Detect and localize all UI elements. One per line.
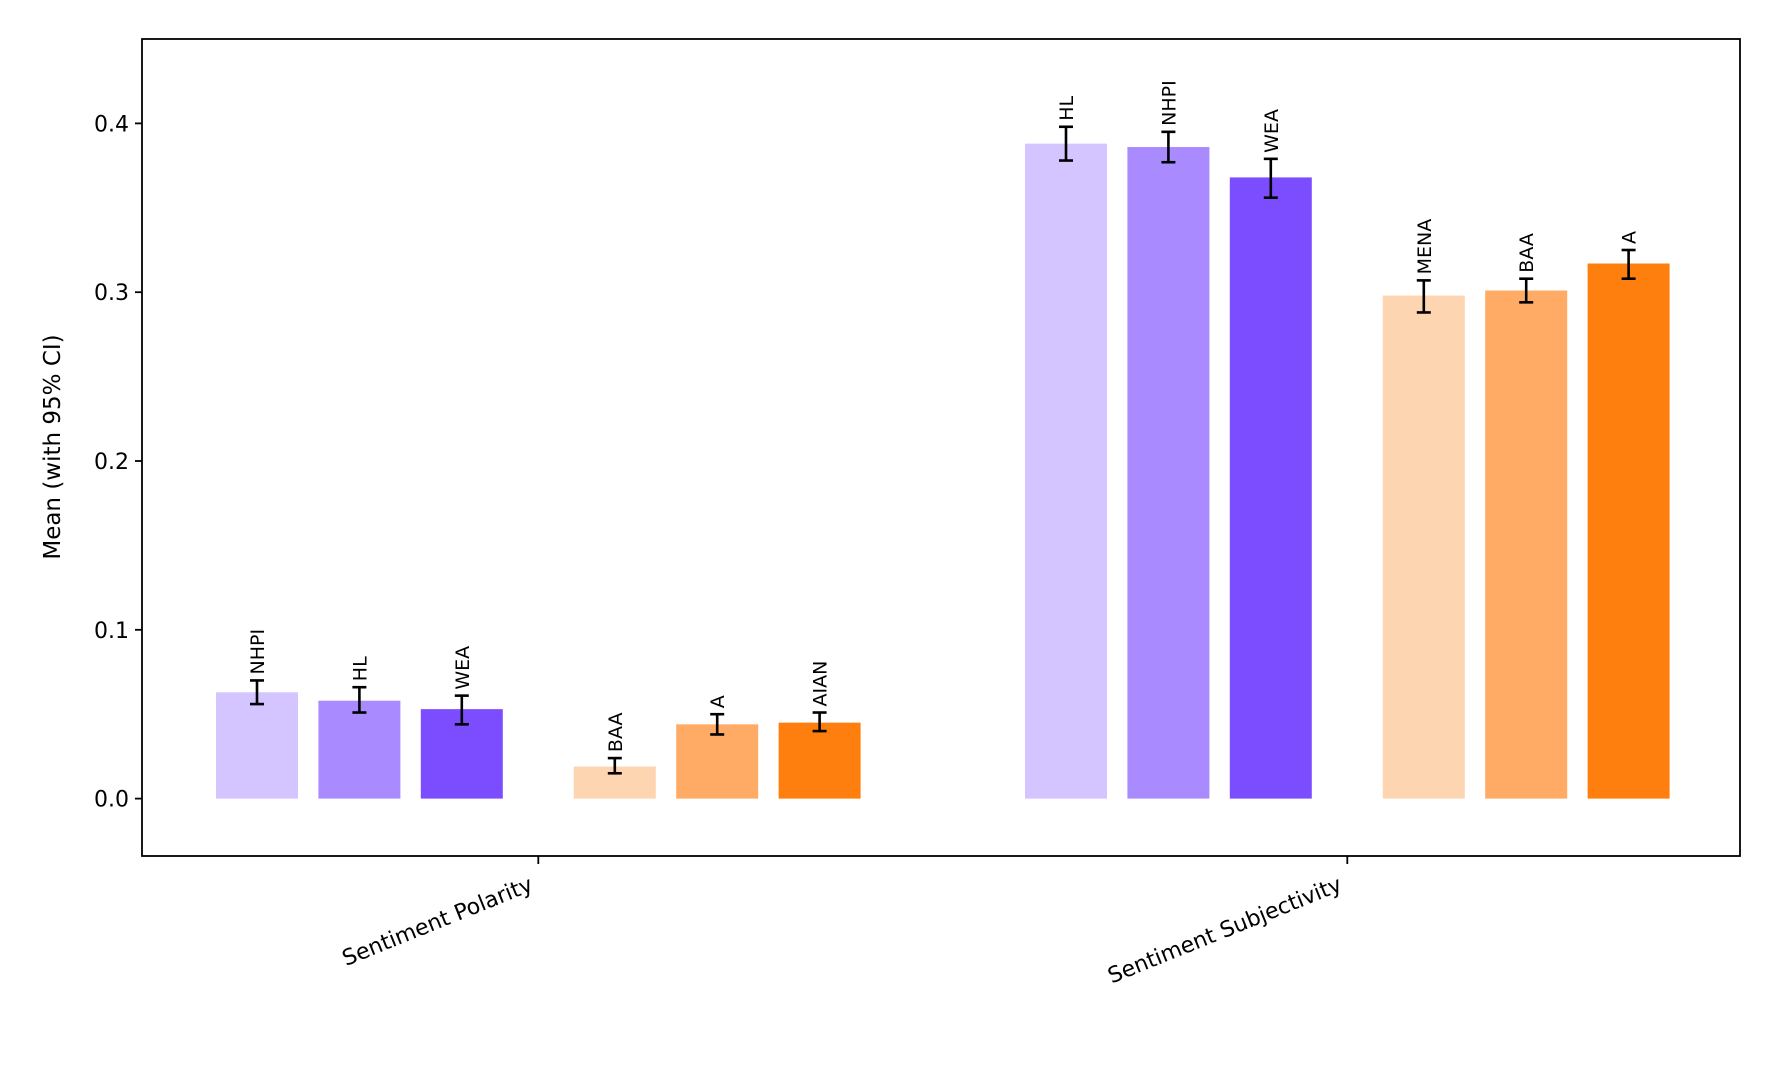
y-axis-title: Mean (with 95% CI) — [40, 334, 66, 559]
bar-label: A — [707, 695, 729, 708]
y-axis: 0.0 0.1 0.2 0.3 0.4 — [94, 112, 142, 813]
bar-label: AIAN — [810, 661, 832, 707]
x-tick-label: Sentiment Polarity — [339, 872, 537, 971]
bar-label: WEA — [1261, 109, 1283, 153]
error-bar — [1621, 248, 1636, 280]
error-bar — [250, 679, 264, 706]
error-bar — [1161, 130, 1176, 164]
error-bar — [1059, 125, 1073, 162]
bar — [1229, 177, 1312, 799]
error-bar — [607, 756, 622, 775]
y-tick-label: 0.4 — [94, 112, 129, 137]
error-bar — [812, 711, 827, 733]
bar-label: MENA — [1414, 219, 1436, 275]
bar — [1025, 143, 1107, 799]
x-axis: Sentiment Polarity Sentiment Subjectivity — [339, 856, 1349, 989]
bar-label: HL — [1056, 95, 1078, 120]
error-bar — [1519, 277, 1534, 304]
bar-label: BAA — [1516, 233, 1538, 273]
bars-layer: NHPI HL WEA BAA A AIAN HL NHPI WEA MENA BAA A — [216, 80, 1670, 799]
error-bar — [454, 694, 469, 726]
bar-label: BAA — [605, 713, 627, 753]
y-tick-label: 0.3 — [94, 281, 129, 306]
y-tick-label: 0.0 — [94, 788, 129, 813]
bar-label: A — [1619, 231, 1641, 244]
y-tick-label: 0.1 — [94, 619, 129, 644]
y-tick-label: 0.2 — [94, 450, 129, 475]
error-bar — [352, 685, 367, 714]
bar — [676, 724, 759, 799]
bar — [318, 700, 401, 799]
error-bar — [1416, 279, 1431, 314]
bar-label: HL — [349, 656, 371, 681]
x-tick-label: Sentiment Subjectivity — [1105, 872, 1346, 989]
bar — [1127, 147, 1210, 799]
error-bar — [710, 712, 725, 736]
bar-label: WEA — [452, 646, 474, 690]
bar — [1485, 290, 1568, 799]
bar — [216, 692, 298, 799]
error-bar — [1263, 157, 1278, 199]
bar — [778, 722, 861, 799]
bar — [1382, 295, 1465, 799]
bar-label: NHPI — [247, 629, 269, 675]
bar — [1587, 263, 1670, 799]
bar-label: NHPI — [1158, 80, 1180, 126]
plot-area — [141, 38, 1741, 857]
